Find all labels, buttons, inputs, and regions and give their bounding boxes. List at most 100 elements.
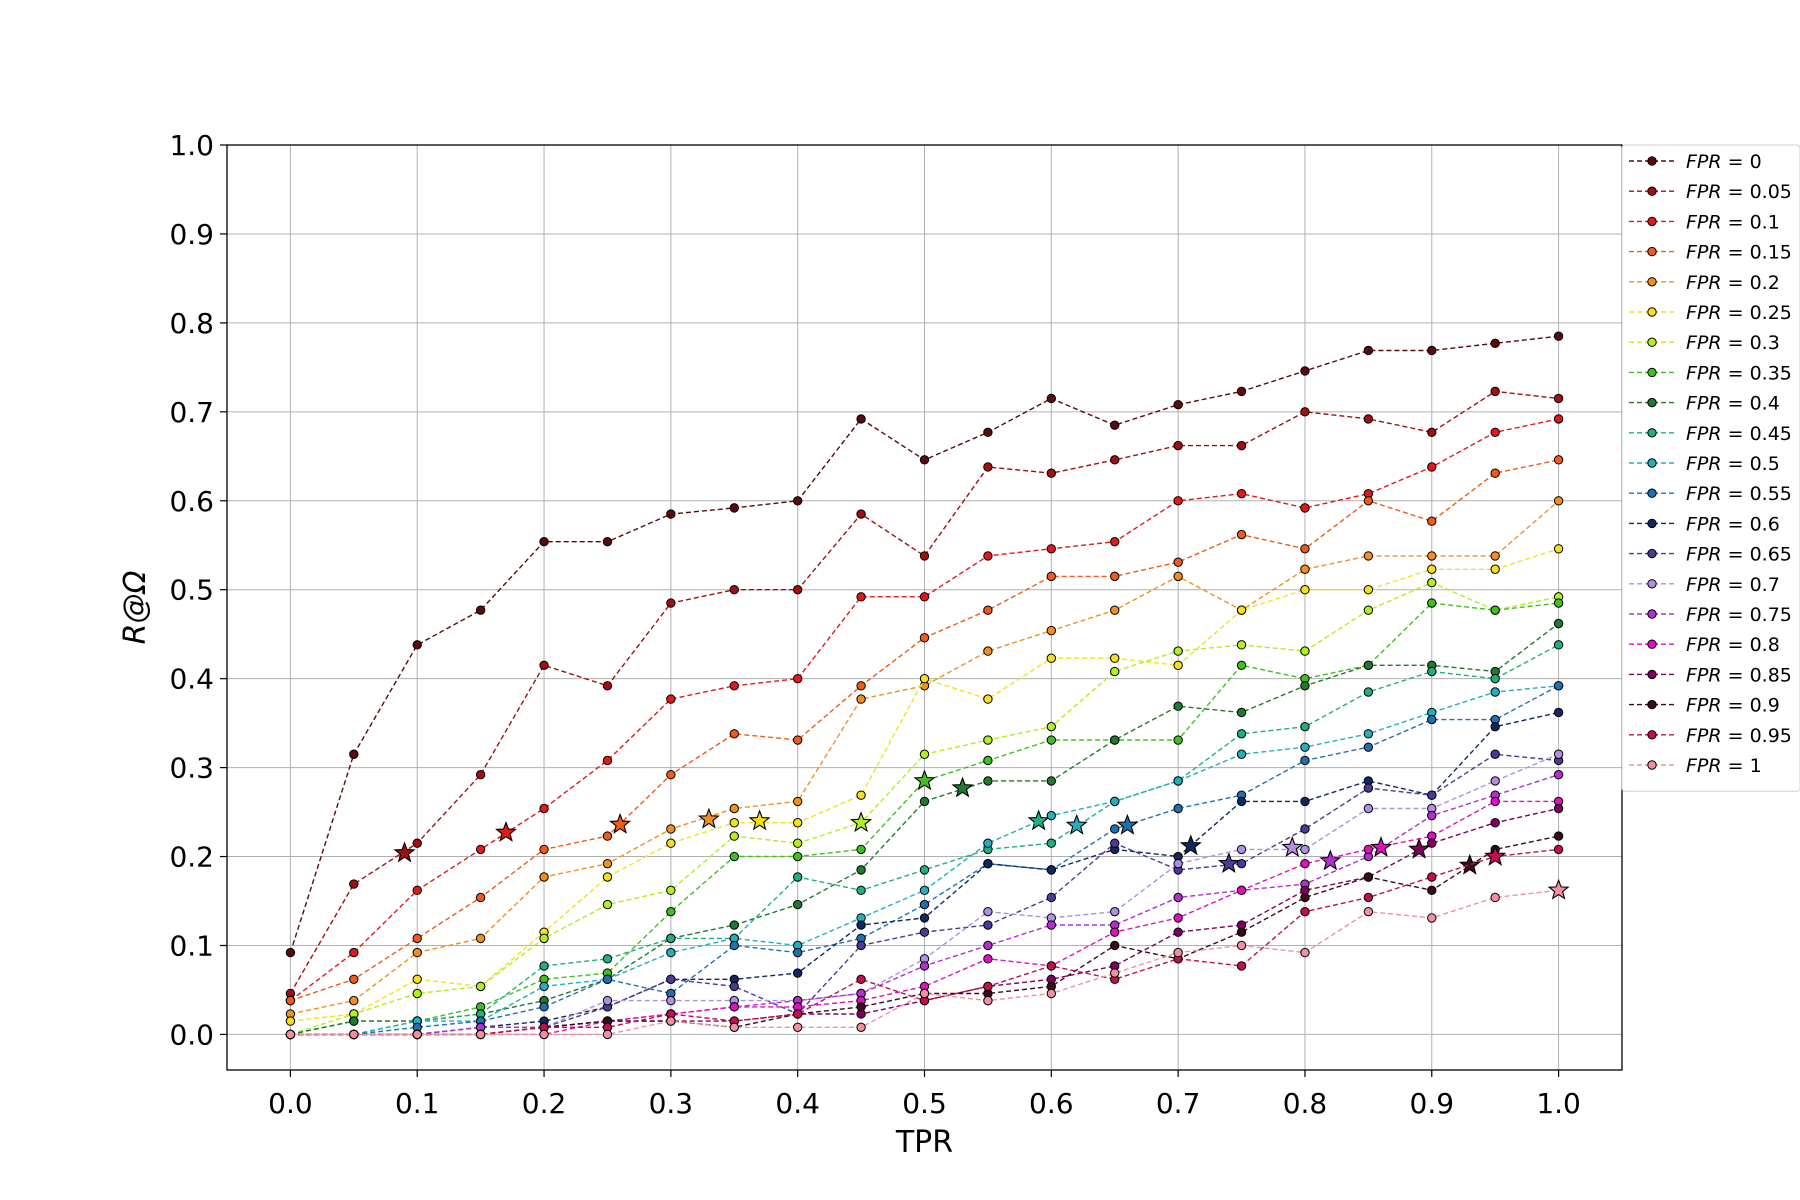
series-fpr-0-4 xyxy=(285,618,1564,1040)
data-point xyxy=(856,865,866,875)
series-line xyxy=(289,418,1559,1002)
x-tick-label: 0.1 xyxy=(395,1087,440,1120)
data-point xyxy=(1110,838,1120,848)
data-point xyxy=(1427,714,1437,725)
data-point xyxy=(1236,440,1247,451)
data-point xyxy=(1427,666,1437,677)
data-point xyxy=(1300,407,1310,417)
data-point xyxy=(1110,824,1120,834)
data-point xyxy=(412,974,422,984)
data-point xyxy=(1173,947,1183,958)
data-point xyxy=(666,694,676,704)
data-point xyxy=(1110,940,1120,951)
data-point xyxy=(1363,803,1374,814)
data-point xyxy=(475,605,486,615)
y-tick-label: 0.6 xyxy=(169,485,214,518)
data-point xyxy=(919,865,930,875)
x-tick-label: 0.0 xyxy=(268,1087,313,1120)
legend-entry: FPR = 0.4 xyxy=(1629,393,1780,415)
data-point xyxy=(792,735,803,745)
star-marker xyxy=(1484,844,1507,866)
data-point xyxy=(1236,927,1247,937)
star-marker xyxy=(951,776,974,798)
data-point xyxy=(1553,618,1564,629)
data-point xyxy=(1046,721,1057,732)
data-point xyxy=(1110,906,1120,917)
data-point xyxy=(1300,544,1310,554)
data-point xyxy=(1553,331,1564,341)
data-point xyxy=(1173,776,1183,786)
x-tick-label: 1.0 xyxy=(1536,1087,1581,1120)
data-point xyxy=(856,920,866,930)
legend-swatch-marker xyxy=(1647,246,1657,257)
data-point xyxy=(1553,544,1564,554)
legend-swatch-marker xyxy=(1647,579,1657,589)
star-marker xyxy=(850,811,873,833)
data-point xyxy=(983,858,993,869)
data-point xyxy=(349,947,359,958)
legend-swatch-marker xyxy=(1647,760,1657,770)
data-point xyxy=(1300,755,1310,766)
x-tick-label: 0.6 xyxy=(1029,1087,1074,1120)
legend-label: FPR = 0.55 xyxy=(1686,483,1792,505)
legend-entry: FPR = 0.6 xyxy=(1629,513,1780,535)
legend: FPR = 0 FPR = 0.05 FPR = 0.1 FPR = 0.15 FPR … xyxy=(1621,144,1800,792)
data-point xyxy=(1427,551,1437,561)
data-point xyxy=(1173,927,1183,937)
legend-entry: FPR = 0.65 xyxy=(1629,544,1792,566)
data-point xyxy=(602,1029,613,1040)
data-point xyxy=(349,974,359,984)
data-point xyxy=(349,1016,359,1026)
data-point xyxy=(792,1022,803,1033)
data-point xyxy=(349,749,359,759)
data-point xyxy=(1110,571,1120,582)
data-point xyxy=(349,879,359,889)
legend-label: FPR = 0.05 xyxy=(1686,181,1792,203)
axis-ticks: 0.0 0.1 0.2 0.3 0.4 0.5 0.6 0.7 0.8 0.9 1.0 0.0 0.1 0… xyxy=(169,129,1580,1120)
data-point xyxy=(856,1002,866,1012)
data-point xyxy=(1236,858,1247,869)
star-marker xyxy=(1547,878,1570,900)
data-point xyxy=(666,933,676,944)
legend-label: FPR = 0.9 xyxy=(1686,695,1780,717)
data-point xyxy=(1110,927,1120,937)
data-point xyxy=(475,892,486,903)
data-point xyxy=(919,988,930,999)
data-point xyxy=(1490,427,1500,437)
legend-entry: FPR = 1 xyxy=(1629,755,1762,777)
star-marker xyxy=(1217,852,1240,873)
data-point xyxy=(1300,681,1310,691)
data-point xyxy=(539,961,549,971)
data-point xyxy=(1553,598,1564,608)
star-marker xyxy=(1027,809,1050,831)
data-point xyxy=(1553,749,1564,759)
star-marker xyxy=(1408,837,1431,859)
legend-label: FPR = 0.1 xyxy=(1686,211,1780,233)
data-point xyxy=(1236,529,1247,540)
legend-swatch-marker xyxy=(1647,458,1657,468)
y-tick-label: 1.0 xyxy=(169,129,214,162)
data-point xyxy=(983,694,993,704)
x-axis-label: TPR xyxy=(895,1125,953,1160)
data-point xyxy=(1173,660,1183,671)
data-point xyxy=(792,496,803,506)
x-tick-label: 0.5 xyxy=(902,1087,947,1120)
star-marker xyxy=(393,841,416,863)
data-point xyxy=(729,818,739,828)
data-point xyxy=(729,981,739,992)
data-point xyxy=(919,899,930,910)
data-point xyxy=(349,995,359,1006)
data-point xyxy=(919,633,930,643)
data-point xyxy=(856,694,866,704)
data-point xyxy=(666,1016,676,1026)
data-point xyxy=(792,818,803,828)
data-point xyxy=(919,749,930,759)
data-point xyxy=(1553,455,1564,465)
data-point xyxy=(919,551,930,561)
data-point xyxy=(1363,687,1374,697)
y-tick-label: 0.5 xyxy=(169,574,214,607)
data-point xyxy=(1173,571,1183,582)
data-point xyxy=(856,592,866,602)
data-point xyxy=(729,729,739,739)
